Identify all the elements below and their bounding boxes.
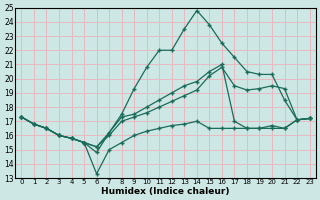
- X-axis label: Humidex (Indice chaleur): Humidex (Indice chaleur): [101, 187, 230, 196]
